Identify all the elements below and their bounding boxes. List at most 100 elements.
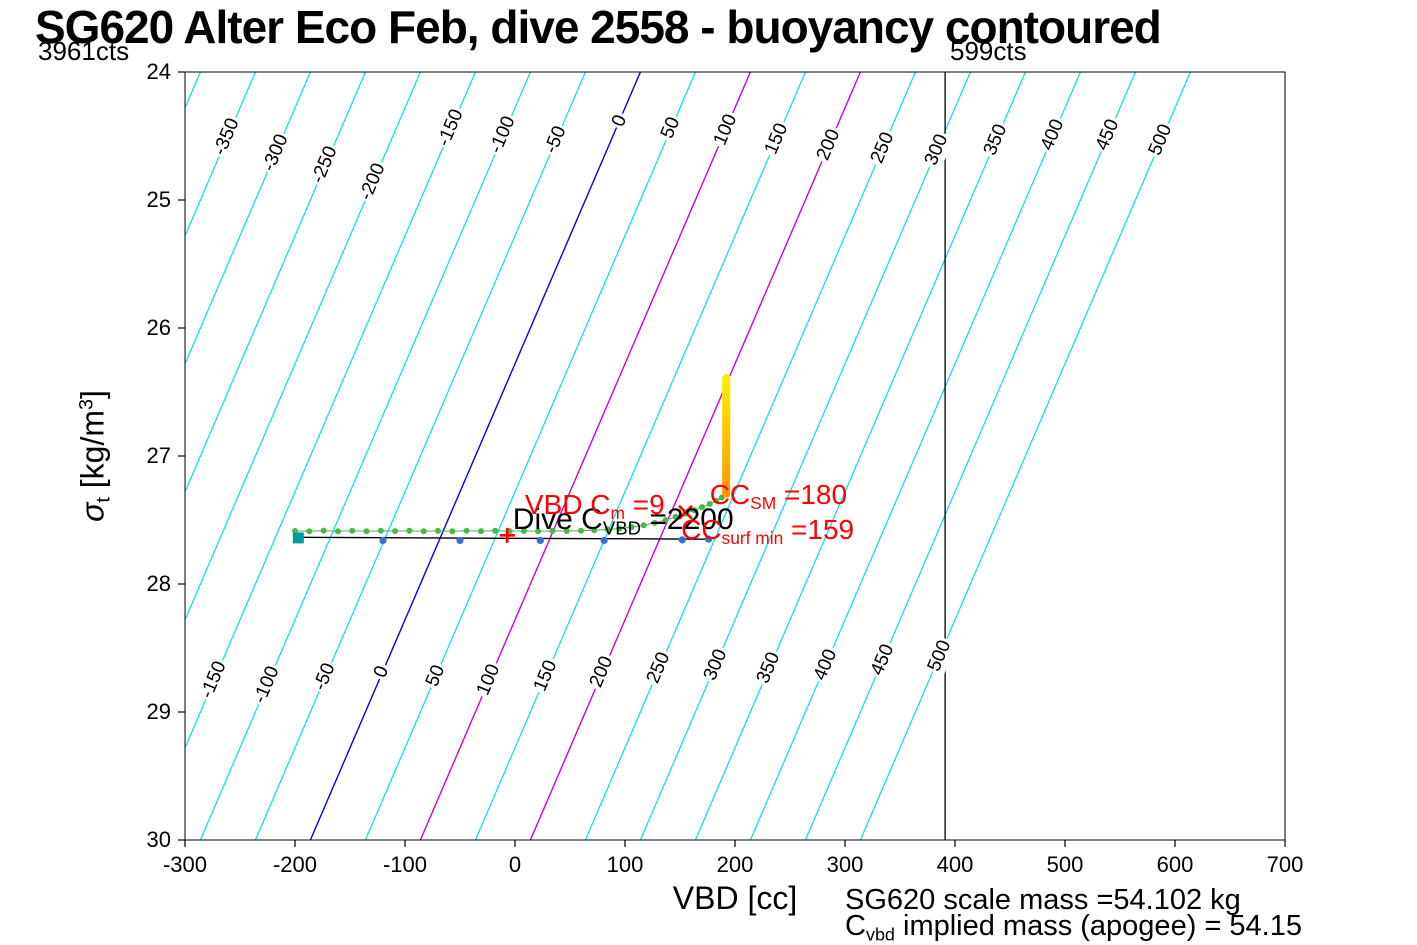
x-tick-label: 0	[508, 852, 522, 877]
dive-cvbd-annotation: Dive CVBD =2200	[513, 503, 734, 540]
contour-label: -150	[195, 656, 233, 704]
climb-track-point	[406, 527, 413, 534]
contour-label: 500	[1144, 119, 1179, 161]
contour-label: 100	[708, 108, 743, 151]
text-part: vbd	[865, 924, 895, 945]
contour-label: 250	[865, 126, 901, 169]
climb-track-point	[591, 527, 598, 534]
contour-line-0	[309, 72, 642, 840]
x-tick-label: -100	[382, 852, 428, 877]
contour-line--350	[185, 72, 256, 238]
text-part: ]	[74, 390, 111, 399]
contour-label: 350	[751, 647, 787, 690]
contour-line-400	[749, 72, 1081, 840]
text-part: =159	[783, 513, 855, 545]
contour-label: 200	[585, 651, 620, 694]
text-part: m	[610, 503, 625, 524]
contour-label: 300	[698, 643, 733, 686]
climb-track-point	[463, 527, 470, 534]
contour-label: 400	[1036, 113, 1071, 156]
climb-track-point	[706, 500, 713, 507]
text-part: [kg/m	[74, 409, 111, 498]
contour-line-500	[859, 72, 1191, 840]
climb-track-point	[604, 526, 611, 533]
contour-line-50	[364, 72, 696, 840]
contour-label: 450	[1091, 113, 1126, 156]
x-tick-label: 200	[716, 852, 754, 877]
contour-label: 400	[808, 643, 843, 686]
climb-track-point	[713, 497, 720, 504]
text-part: VBD	[602, 517, 642, 539]
x-axis-label: VBD [cc]	[672, 880, 798, 916]
climb-track-point	[320, 527, 327, 534]
dive-samples-point	[456, 536, 464, 545]
dive-samples-point	[600, 536, 608, 545]
climb-track-point	[334, 528, 341, 535]
y-tick-label: 25	[146, 187, 171, 212]
climb-track-point	[578, 527, 584, 534]
contour-label: 450	[865, 638, 901, 681]
climb-track-point	[651, 519, 658, 526]
contour-label: 0	[369, 661, 396, 684]
climb-track-point	[672, 513, 679, 520]
x-tick-label: 500	[1046, 852, 1084, 877]
contour-label: 50	[420, 660, 451, 693]
x-tick-label: 300	[826, 852, 864, 877]
climb-track-point	[549, 527, 556, 534]
contour-label: -200	[354, 158, 392, 206]
dive-track	[294, 536, 711, 540]
climb-track-point	[563, 528, 570, 535]
contour-label: 350	[979, 119, 1014, 161]
text-part: VBD C	[524, 489, 611, 521]
climb-track-point	[449, 528, 456, 535]
contour-label: -50	[539, 121, 573, 159]
text-part: CC	[681, 513, 722, 545]
climb-track-point	[616, 525, 623, 532]
text-part: σ	[74, 502, 111, 522]
contour-label: -300	[257, 128, 295, 177]
contour-label: -250	[306, 141, 344, 190]
contour-label: -350	[209, 113, 246, 161]
climb-track-point	[520, 527, 527, 534]
contour-line-300	[639, 72, 971, 840]
cc-sm-annotation: CCSM =180	[710, 479, 847, 514]
x-tick-label: -200	[272, 852, 318, 877]
text-part: =180	[776, 479, 848, 511]
y-tick-label: 24	[146, 59, 171, 84]
climb-track-point	[349, 527, 356, 534]
contour-label: 100	[472, 659, 507, 701]
contour-label: -150	[432, 104, 470, 152]
contour-line-450	[804, 72, 1136, 840]
text-part: t	[92, 497, 115, 503]
scale-mass-text: SG620 scale mass =54.102 kg	[845, 884, 1241, 916]
climb-track-point	[691, 507, 698, 514]
y-tick-label: 30	[146, 827, 171, 852]
x-tick-label: 100	[606, 852, 644, 877]
y-tick-label: 28	[146, 571, 171, 596]
x-tick-label: 600	[1156, 852, 1194, 877]
climb-track-point	[292, 527, 298, 534]
contour-line--100	[199, 72, 531, 840]
right-counts-label: 599cts	[950, 36, 1027, 66]
dive-samples-point	[705, 535, 713, 543]
contour-label: 300	[919, 129, 954, 171]
climb-track-point	[377, 527, 384, 534]
contour-line-200	[529, 72, 862, 840]
text-part: =2200	[641, 503, 734, 537]
text-part: surf min	[721, 527, 784, 548]
x-tick-label: 700	[1266, 852, 1304, 877]
cm-cross-marker	[678, 504, 693, 520]
contour-label: 200	[811, 124, 847, 166]
reference-plus-marker	[499, 527, 515, 543]
climb-track-point	[699, 504, 705, 511]
contour-label: -50	[308, 658, 342, 697]
text-part: =9	[624, 489, 665, 521]
contour-label: 150	[759, 117, 794, 160]
contour-label: -100	[485, 111, 522, 159]
contour-label: 0	[606, 109, 633, 132]
dive-samples-point	[379, 536, 387, 545]
text-part: Dive C	[512, 503, 603, 537]
contour-line--150	[185, 72, 476, 750]
text-part: SM	[750, 493, 777, 514]
